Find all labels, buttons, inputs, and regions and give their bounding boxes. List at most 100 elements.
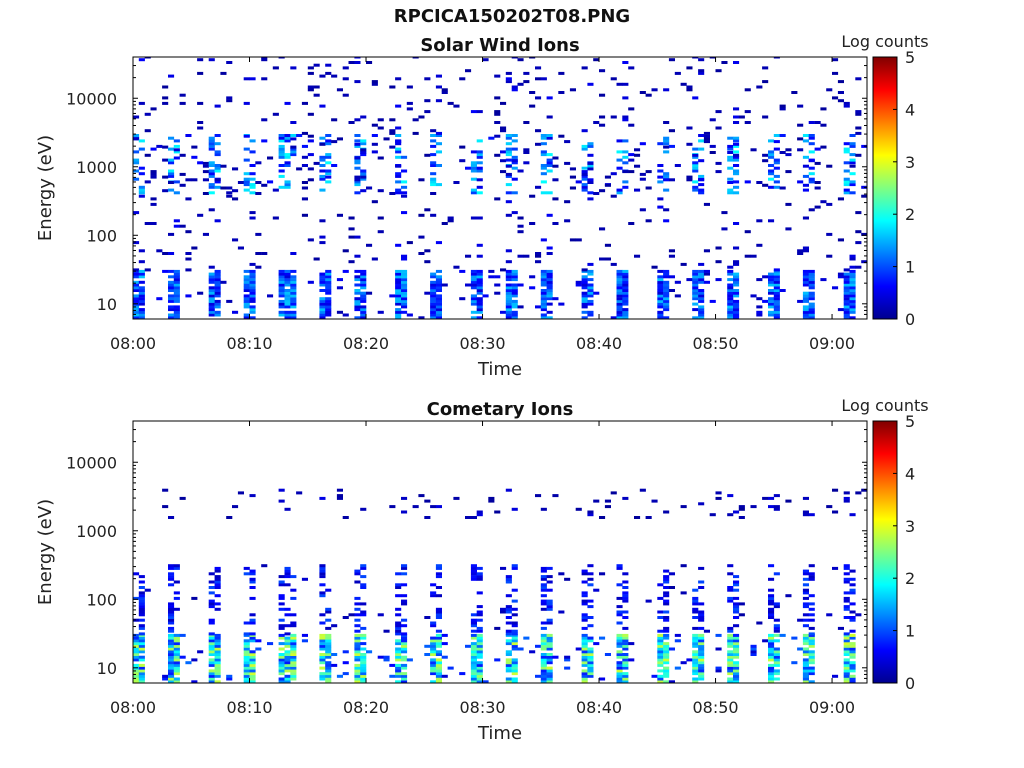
heatmap-cell <box>622 297 629 301</box>
heatmap-cell <box>733 158 740 162</box>
heatmap-cell <box>849 158 856 162</box>
heatmap-cell <box>168 169 175 173</box>
heatmap-cell <box>214 294 221 298</box>
heatmap-cell <box>511 629 518 633</box>
heatmap-cell <box>470 577 477 581</box>
heatmap-cell <box>733 169 740 173</box>
heatmap-cell <box>779 633 786 637</box>
heatmap-cell <box>802 278 809 282</box>
heatmap-cell <box>138 310 145 314</box>
heatmap-cell <box>762 639 769 643</box>
heatmap-cell <box>733 222 740 225</box>
heatmap-cell <box>768 505 775 509</box>
heatmap-cell <box>744 230 751 234</box>
heatmap-cell <box>692 269 699 273</box>
heatmap-cell <box>849 316 856 319</box>
heatmap-cell <box>284 136 291 140</box>
heatmap-cell <box>773 633 780 637</box>
heatmap-cell <box>599 516 606 519</box>
heatmap-cell <box>360 669 367 673</box>
heatmap-cell <box>133 150 140 154</box>
heatmap-cell <box>325 297 332 301</box>
heatmap-cell <box>208 618 215 622</box>
heatmap-cell <box>325 71 332 75</box>
heatmap-cell <box>802 591 809 595</box>
heatmap-cell <box>342 516 349 519</box>
heatmap-cell <box>360 305 367 309</box>
heatmap-cell <box>727 144 734 148</box>
heatmap-cell <box>290 633 297 637</box>
heatmap-cell <box>802 642 809 646</box>
heatmap-cell <box>470 283 477 287</box>
heatmap-cell <box>255 639 262 643</box>
heatmap-cell <box>808 278 815 282</box>
heatmap-cell <box>564 140 571 144</box>
heatmap-cell <box>453 265 460 269</box>
heatmap-cell <box>698 580 705 584</box>
heatmap-cell <box>622 286 629 290</box>
heatmap-cell <box>418 178 425 182</box>
heatmap-cell <box>325 647 332 651</box>
heatmap-cell <box>424 153 431 157</box>
heatmap-cell <box>290 291 297 295</box>
heatmap-cell <box>284 299 291 303</box>
heatmap-cell <box>808 208 815 212</box>
heatmap-cell <box>657 164 664 167</box>
heatmap-cell <box>476 591 483 595</box>
heatmap-cell <box>133 655 140 659</box>
heatmap-cell <box>290 252 297 255</box>
heatmap-cell <box>435 294 442 298</box>
heatmap-cell <box>290 658 297 662</box>
heatmap-cell <box>214 150 221 154</box>
heatmap-cell <box>284 674 291 678</box>
heatmap-cell <box>261 57 268 59</box>
heatmap-cell <box>430 653 437 656</box>
heatmap-cell <box>494 110 501 114</box>
heatmap-cell <box>354 658 361 662</box>
heatmap-cell <box>616 636 623 640</box>
heatmap-cell <box>668 249 675 253</box>
heatmap-cell <box>168 575 175 579</box>
heatmap-cell <box>494 283 501 287</box>
heatmap-cell <box>138 658 145 662</box>
heatmap-cell <box>569 88 576 92</box>
heatmap-cell <box>616 289 623 292</box>
heatmap-cell <box>849 278 856 282</box>
heatmap-cell <box>360 286 367 290</box>
heatmap-cell <box>692 153 699 157</box>
heatmap-cell <box>435 633 442 637</box>
heatmap-cell <box>325 636 332 640</box>
heatmap-cell <box>849 616 856 619</box>
heatmap-cell <box>325 607 332 611</box>
heatmap-cell <box>360 677 367 681</box>
heatmap-cell <box>692 147 699 151</box>
heatmap-cell <box>622 161 629 165</box>
heatmap-cell <box>401 194 408 198</box>
heatmap-cell <box>366 650 373 654</box>
heatmap-cell <box>733 602 740 606</box>
heatmap-cell <box>791 661 798 665</box>
heatmap-cell <box>249 185 256 189</box>
heatmap-cell <box>622 610 629 614</box>
heatmap-cell <box>564 655 571 659</box>
heatmap-cell <box>622 150 629 154</box>
heatmap-cell <box>261 183 268 187</box>
heatmap-cell <box>663 602 670 606</box>
heatmap-cell <box>797 104 804 108</box>
heatmap-cell <box>173 591 180 595</box>
heatmap-cell <box>435 275 442 279</box>
heatmap-cell <box>849 272 856 276</box>
heatmap-cell <box>360 310 367 314</box>
heatmap-cell <box>657 289 664 292</box>
heatmap-cell <box>587 291 594 295</box>
heatmap-cell <box>750 644 757 648</box>
heatmap-cell <box>843 599 850 603</box>
heatmap-cell <box>395 269 402 273</box>
heatmap-cell <box>540 302 547 306</box>
heatmap-cell <box>581 639 588 643</box>
heatmap-cell <box>354 275 361 279</box>
heatmap-cell <box>325 633 332 637</box>
heatmap-cell <box>773 57 780 59</box>
heatmap-cell <box>168 642 175 646</box>
heatmap-cell <box>843 280 850 284</box>
